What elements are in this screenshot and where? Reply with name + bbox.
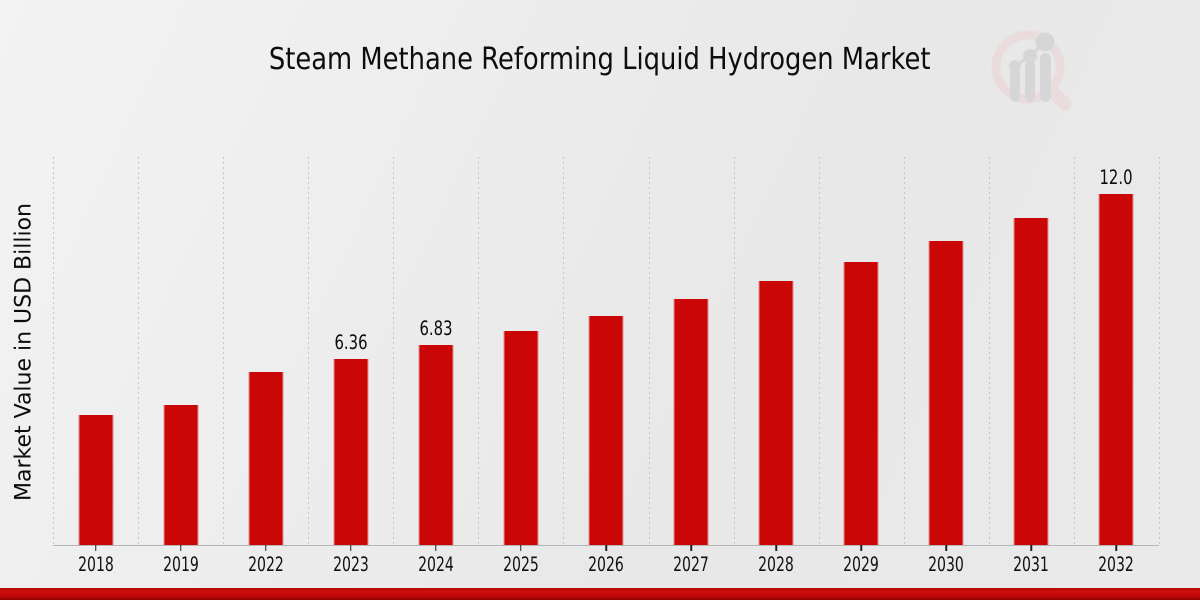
gridline (223, 157, 225, 545)
gridline (818, 157, 820, 545)
x-tick-label-2025: 2025 (503, 553, 539, 576)
x-axis-tick (264, 545, 267, 551)
value-label-2032: 12.0 (1099, 166, 1133, 190)
logo-bar-small (1010, 68, 1020, 102)
x-axis-tick (1115, 545, 1118, 551)
logo-dot-1 (1009, 60, 1021, 72)
chart-title: Steam Methane Reforming Liquid Hydrogen … (269, 42, 931, 77)
bar-2029 (843, 261, 879, 545)
x-axis-tick (605, 545, 607, 551)
bar-2023 (333, 359, 369, 545)
logo-bar-tall (1040, 53, 1051, 102)
x-tick-label-2030: 2030 (928, 553, 965, 576)
bar-2032 (1098, 194, 1134, 545)
chart-title-row: Steam Methane Reforming Liquid Hydrogen … (0, 44, 1200, 76)
bar-2030 (928, 240, 964, 545)
bar-2018 (78, 414, 114, 545)
logo-dot-3 (1035, 32, 1055, 52)
x-tick-label-2018: 2018 (77, 553, 114, 576)
bar-2019 (163, 404, 199, 545)
x-tick-label-2023: 2023 (332, 553, 369, 576)
bar-2028 (758, 280, 794, 545)
x-axis-tick (435, 545, 437, 551)
gridline (53, 157, 54, 545)
x-tick-label-2024: 2024 (417, 553, 454, 576)
bar-2025 (503, 330, 539, 545)
value-label-2023: 6.36 (334, 331, 368, 355)
gridline (1159, 157, 1160, 545)
gridline (393, 157, 395, 545)
gridline (648, 157, 650, 545)
magnifier-handle (1044, 83, 1072, 111)
gridline (138, 157, 140, 545)
value-label-2024: 6.83 (419, 317, 453, 341)
x-tick-label-2022: 2022 (247, 553, 284, 576)
bar-2024 (418, 345, 454, 545)
x-axis-tick (350, 545, 352, 551)
gridline (1073, 157, 1075, 545)
x-axis-tick (945, 545, 948, 551)
bottom-accent-bar (0, 587, 1200, 600)
x-axis-tick (860, 545, 862, 551)
bar-2022 (248, 371, 284, 545)
magnifier-bar-chart-logo-icon (991, 30, 1072, 111)
x-tick-label-2031: 2031 (1013, 553, 1050, 576)
x-axis-tick (94, 545, 97, 551)
x-axis-tick (179, 545, 182, 551)
x-tick-label-2032: 2032 (1098, 553, 1135, 576)
bar-2026 (588, 315, 624, 545)
x-tick-label-2027: 2027 (673, 553, 709, 576)
x-axis-tick (690, 545, 692, 551)
gridline (988, 157, 990, 545)
plot-area: 2018 2019 2022 6.36 2023 6.83 2024 2025 2026 2027… (53, 157, 1160, 576)
gridline (563, 157, 565, 545)
x-axis-tick (775, 545, 777, 551)
x-tick-label-2019: 2019 (162, 553, 199, 576)
x-tick-label-2026: 2026 (588, 553, 624, 576)
y-axis-label: Market Value in USD Billion (11, 202, 37, 502)
logo-dot-2 (1023, 49, 1037, 63)
gridline (733, 157, 735, 545)
gridline (308, 157, 310, 545)
gridline (478, 157, 480, 545)
gridline (903, 157, 905, 545)
logo-bar-medium (1025, 60, 1035, 102)
bar-2027 (673, 299, 709, 545)
bar-2031 (1013, 218, 1049, 545)
x-tick-label-2028: 2028 (758, 553, 795, 576)
x-tick-label-2029: 2029 (843, 553, 880, 576)
x-axis-tick (520, 545, 522, 551)
x-axis-tick (1030, 545, 1033, 551)
